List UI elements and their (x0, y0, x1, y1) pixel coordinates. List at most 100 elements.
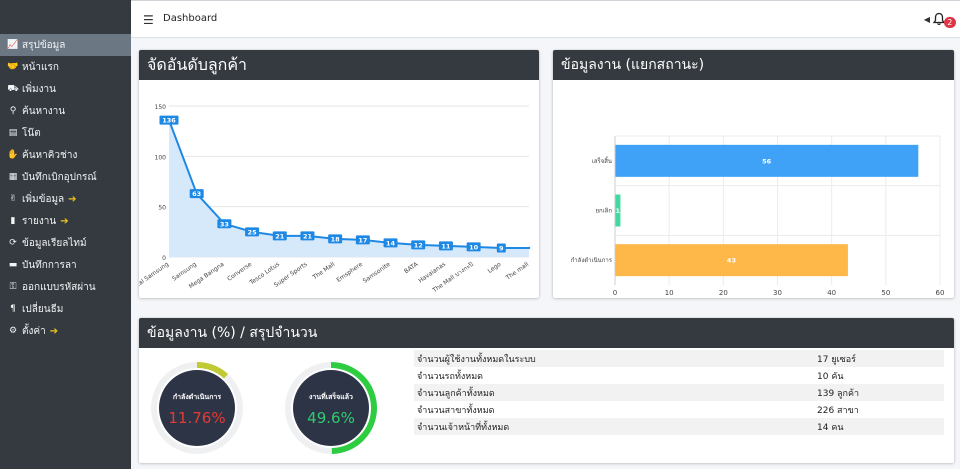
data-label: 12 (414, 241, 423, 249)
stat-value: 14 คน (814, 418, 944, 435)
table-row: จำนวนลูกค้าทั้งหมด 139 ลูกค้า (414, 384, 944, 401)
x-tick-label: The mall (504, 261, 530, 282)
bar-value-label: 56 (762, 157, 772, 165)
sidebar-item[interactable]: ¶ เปลี่ยนธีม (0, 298, 131, 320)
menu-toggle-icon[interactable]: ☰ (143, 13, 154, 27)
stat-value: 139 ลูกค้า (814, 384, 944, 401)
sidebar-item[interactable]: ▦ บันทึกเบิกอุปกรณ์ (0, 166, 131, 188)
customer-ranking-title: จัดอันดับลูกค้า (139, 50, 539, 80)
data-label: 136 (162, 117, 176, 125)
hand-holding-icon: ✋ (7, 150, 19, 160)
bar-chart-icon: ▮ (10, 216, 16, 226)
arrow-right-icon: ➔ (49, 325, 59, 337)
sidebar-menu: 📈 สรุปข้อมูล 🤝 หน้าแรก ⛟ เพิ่มงาน ⚲ ค้นหางาน ▤ โน… (0, 34, 131, 342)
table-row: จำนวนผู้ใช้งานทั้งหมดในระบบ 17 ยูเซอร์ (414, 350, 944, 367)
data-label-box (300, 231, 315, 241)
sidebar-item-label: เพิ่มข้อมูล (22, 193, 65, 205)
data-label-box (438, 241, 453, 251)
topbar: ☰ Dashboard ◀ 2 (131, 0, 960, 38)
boxes-icon: ▦ (8, 172, 18, 182)
donut-center (159, 370, 235, 446)
bar (615, 244, 848, 277)
stat-value: 10 คัน (817, 371, 844, 382)
data-label: 11 (441, 242, 451, 250)
y-tick-label: 0 (162, 255, 166, 262)
sidebar-item[interactable]: ⚲ ค้นหางาน (0, 100, 131, 122)
job-status-card: ข้อมูลงาน (แยกสถานะ) 0 10 20 30 40 50 60 เสร็จส… (553, 50, 954, 307)
donut-percent: 49.6% (307, 409, 355, 427)
arrow-right-icon: ➔ (68, 193, 77, 205)
gears-icon: ⚙ (8, 326, 18, 336)
sidebar-item[interactable]: ▬ บันทึกการลา (0, 254, 131, 276)
data-label: 18 (331, 235, 341, 243)
x-tick-label: ...al Samsung (139, 261, 170, 290)
data-label-box (272, 231, 287, 241)
sidebar-item-label: ค้นหางาน (22, 105, 66, 117)
stat-value: 226 สาขา (817, 405, 859, 416)
sidebar-item[interactable]: ⚙ ตั้งค่า ➔ (0, 320, 131, 342)
y-tick-label: 150 (155, 104, 167, 111)
data-label: 33 (220, 220, 229, 228)
people-carry-icon: ⛟ (7, 83, 19, 94)
x-tick-label: 40 (827, 289, 836, 297)
y-tick-label: ยกเลิก (595, 208, 612, 215)
job-status-title: ข้อมูลงาน (แยกสถานะ) (553, 50, 954, 80)
sidebar-item[interactable]: ▤ โน๊ต (0, 122, 131, 144)
sidebar-item-label: เพิ่มงาน (22, 83, 56, 95)
car-icon: ▬ (8, 260, 18, 270)
data-label-box (328, 234, 343, 244)
paragraph-icon: ¶ (10, 304, 16, 314)
sidebar-item[interactable]: ▮ รายงาน ➔ (0, 210, 131, 232)
y-tick-label: กำลังดำเนินการ (571, 257, 613, 264)
completed-donut: งานที่เสร็จแล้ว 49.6% (285, 362, 377, 454)
data-label-box (245, 227, 260, 237)
x-tick-label: Lego (487, 261, 503, 275)
search-icon: ⚲ (9, 106, 17, 116)
page-title: Dashboard (163, 13, 218, 24)
line-area (169, 120, 529, 257)
data-label: 63 (192, 190, 201, 198)
donut-progress-arc (151, 362, 243, 454)
bar-value-label: 43 (727, 257, 736, 265)
data-label-box (159, 115, 179, 125)
x-tick-label: The Mall (311, 261, 337, 282)
x-tick-label: 20 (719, 289, 728, 297)
sidebar-item[interactable]: 🤝 หน้าแรก (0, 56, 131, 78)
data-label: 10 (469, 243, 479, 251)
sidebar-item[interactable]: ⛟ เพิ่มงาน (0, 78, 131, 100)
notifications[interactable]: ◀ 2 (923, 12, 956, 28)
sidebar-item[interactable]: 📈 สรุปข้อมูล (0, 34, 131, 56)
stat-label: จำนวนรถทั้งหมด (417, 371, 484, 382)
customer-ranking-card: จัดอันดับลูกค้า 0 50 100 150 136 ...al Samsun… (133, 50, 539, 298)
stat-label: จำนวนเจ้าหน้าที่ทั้งหมด (414, 418, 814, 435)
table-row: จำนวนรถทั้งหมด 10 คัน (414, 367, 944, 384)
data-label-box (189, 189, 204, 199)
data-label: 21 (275, 232, 285, 240)
x-tick-label: Samsonite (362, 261, 392, 285)
y-tick-label: 100 (155, 154, 167, 161)
bell-icon[interactable] (932, 12, 946, 26)
sidebar-item-label: เปลี่ยนธีม (22, 303, 64, 315)
hands-helping-icon: ✌ (9, 194, 17, 204)
donut-center (293, 370, 369, 446)
sidebar-item-label: บันทึกการลา (22, 259, 77, 271)
sidebar-item[interactable]: ⚿ ออกแบบรหัสผ่าน (0, 276, 131, 298)
data-label: 14 (386, 239, 396, 247)
data-label: 21 (303, 232, 313, 240)
y-tick-label: 50 (158, 205, 166, 212)
sidebar-item[interactable]: ✌ เพิ่มข้อมูล ➔ (0, 188, 131, 210)
x-tick-label: 10 (665, 289, 674, 297)
sidebar-item[interactable]: ⟳ ข้อมูลเรียลไทม์ (0, 232, 131, 254)
sidebar-item[interactable]: ✋ ค้นหาคิวช่าง (0, 144, 131, 166)
hands-icon: 🤝 (7, 62, 19, 72)
data-label-box (355, 235, 370, 245)
sidebar-item-label: ออกแบบรหัสผ่าน (22, 281, 96, 293)
summary-table: จำนวนผู้ใช้งานทั้งหมดในระบบ 17 ยูเซอร์ จำน… (414, 350, 944, 435)
table-row: จำนวนสาขาทั้งหมด 226 สาขา (414, 401, 944, 418)
x-tick-label: 60 (936, 289, 945, 297)
sidebar-item-label: หน้าแรก (22, 61, 59, 73)
bar (615, 144, 919, 177)
x-tick-label: Emsphere (335, 261, 364, 284)
caret-left-icon: ◀ (923, 14, 930, 24)
